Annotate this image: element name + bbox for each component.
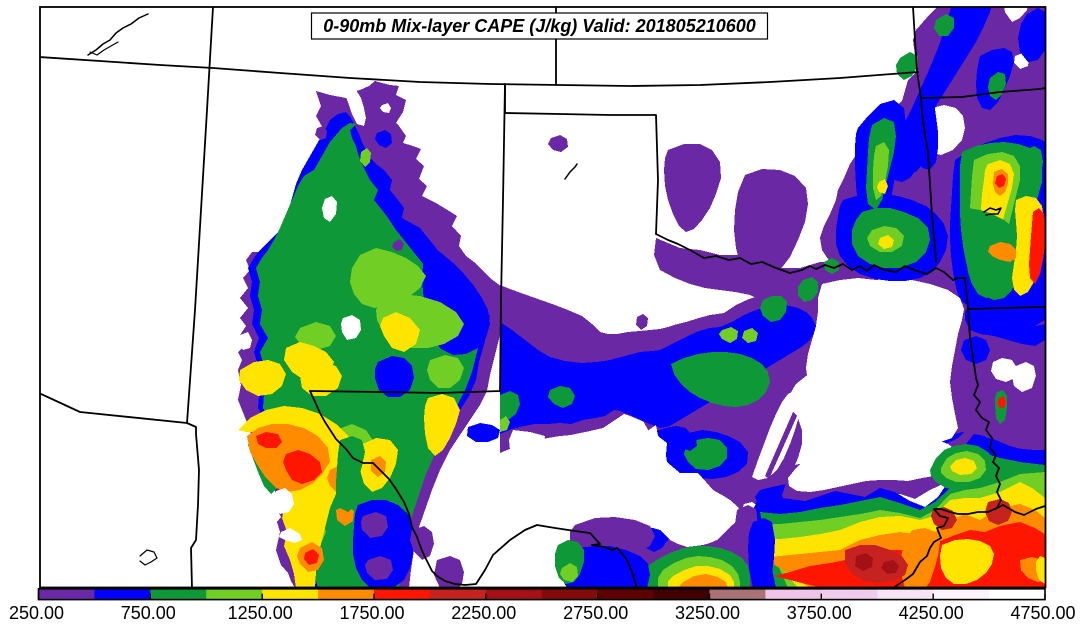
svg-text:2750.00: 2750.00	[563, 603, 628, 623]
svg-text:0-90mb Mix-layer CAPE (J/kg) V: 0-90mb Mix-layer CAPE (J/kg) Valid: 2018…	[323, 16, 756, 36]
svg-text:3250.00: 3250.00	[675, 603, 740, 623]
svg-text:250.00: 250.00	[9, 603, 64, 623]
svg-text:1250.00: 1250.00	[228, 603, 293, 623]
svg-text:2250.00: 2250.00	[451, 603, 516, 623]
svg-text:1750.00: 1750.00	[339, 603, 404, 623]
svg-text:3750.00: 3750.00	[787, 603, 852, 623]
svg-text:4750.00: 4750.00	[1010, 603, 1075, 623]
svg-text:4250.00: 4250.00	[899, 603, 964, 623]
svg-text:750.00: 750.00	[121, 603, 176, 623]
